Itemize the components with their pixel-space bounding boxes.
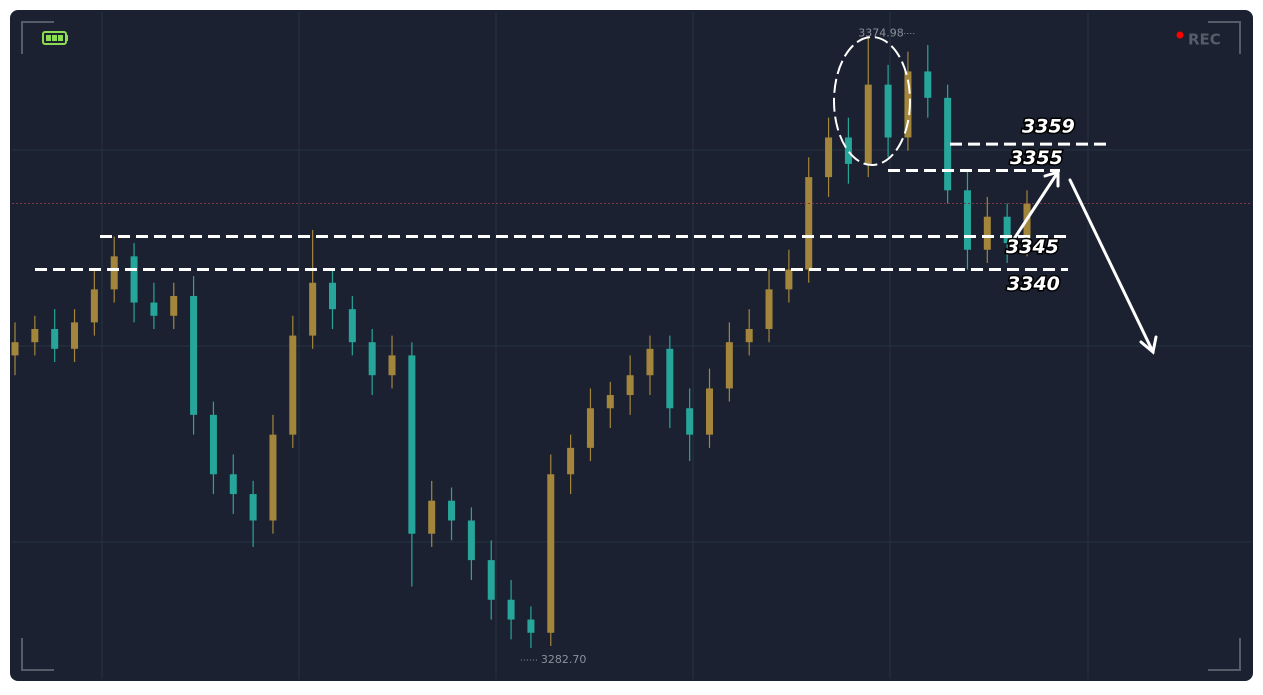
candle-body: [11, 342, 19, 356]
candle-body: [170, 295, 178, 316]
corner-brackets: [21, 21, 1241, 671]
candle-body: [388, 355, 396, 376]
candle-body: [209, 414, 217, 475]
candle-body: [706, 388, 714, 435]
low-label: 3282.70: [541, 653, 587, 666]
candle-body: [289, 335, 297, 435]
candle-body: [983, 216, 991, 250]
candle-body: [1023, 203, 1031, 244]
candle-body: [31, 328, 39, 343]
candle-body: [686, 408, 694, 435]
candle-body: [606, 395, 614, 409]
arrows: [1010, 169, 1158, 355]
candle-body: [467, 520, 475, 561]
candle-body: [844, 137, 852, 164]
candle-body: [944, 97, 952, 191]
level-label: 3359: [1022, 116, 1075, 138]
candle-body: [269, 434, 277, 521]
candle-body: [90, 289, 98, 323]
candle-body: [864, 84, 872, 164]
high-label: 3374.98: [858, 27, 904, 40]
candle-body: [825, 137, 833, 178]
candle-body: [309, 282, 317, 336]
candle-body: [666, 348, 674, 409]
background-grid: [12, 12, 1251, 679]
candle-body: [428, 500, 436, 534]
candle-body: [487, 560, 495, 600]
candle-body: [963, 190, 971, 250]
candle-body: [1003, 216, 1011, 244]
candle-body: [249, 494, 257, 521]
candle-body: [626, 375, 634, 396]
candle-body: [150, 302, 158, 316]
candle-body: [527, 619, 535, 633]
candle-body: [110, 256, 118, 290]
candle-body: [805, 177, 813, 270]
candle-body: [408, 355, 416, 534]
candle-body: [785, 269, 793, 290]
candle-body: [190, 295, 198, 415]
candle-body: [904, 71, 912, 138]
rec-label: REC: [1188, 31, 1221, 49]
candle-body: [328, 282, 336, 310]
candle-body: [567, 447, 575, 475]
candle-body: [725, 342, 733, 389]
candle-body: [229, 474, 237, 495]
highlight-ellipse: [833, 36, 911, 166]
level-label: 3340: [1007, 273, 1060, 295]
candle-body: [51, 328, 59, 349]
candle-body: [547, 474, 555, 633]
candle-body: [884, 84, 892, 138]
candle-body: [71, 322, 79, 349]
battery-icon: [42, 31, 68, 45]
candle-body: [348, 309, 356, 343]
candle-body: [130, 256, 138, 303]
candle-body: [646, 348, 654, 376]
candle-body: [765, 289, 773, 329]
candle-body: [586, 408, 594, 448]
candle-body: [924, 71, 932, 98]
candle-body: [507, 599, 515, 620]
candle-body: [448, 500, 456, 521]
candle-body: [745, 328, 753, 343]
level-label: 3355: [1010, 147, 1063, 169]
level-label: 3345: [1006, 236, 1059, 258]
candle-body: [368, 342, 376, 376]
rec-dot: [1176, 31, 1184, 39]
candles: [11, 38, 1251, 648]
